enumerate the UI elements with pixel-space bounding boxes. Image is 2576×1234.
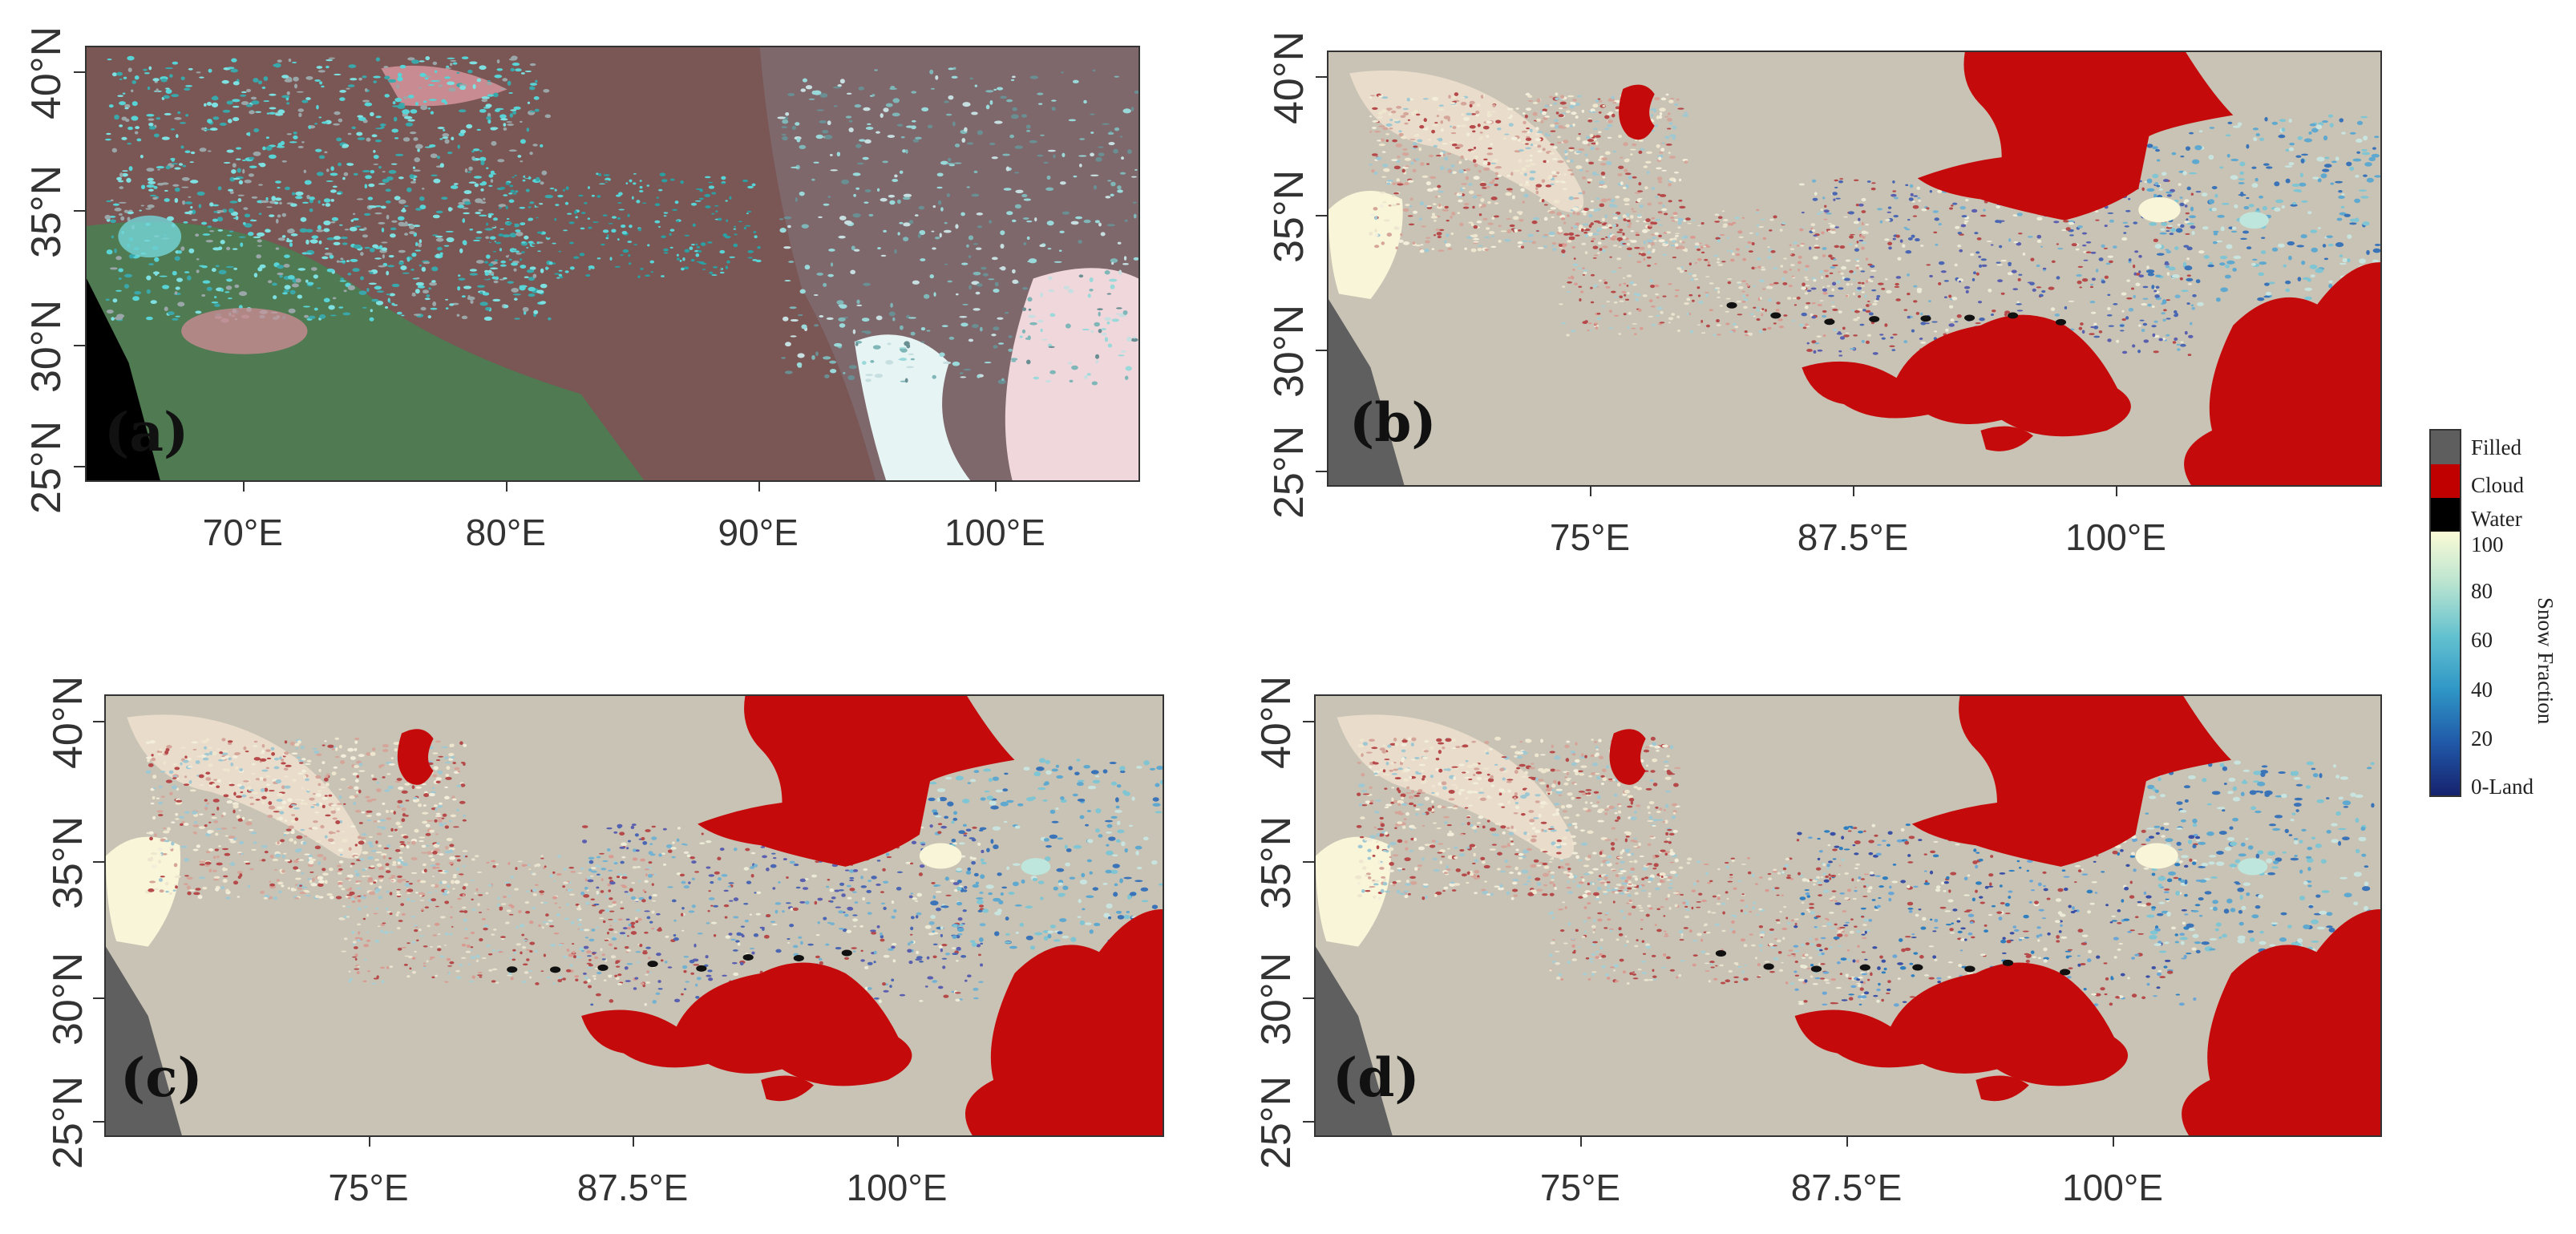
map-d-snow-fraction xyxy=(1314,694,2382,1137)
x-tick-label: 75°E xyxy=(1539,1167,1621,1208)
x-tick-mark xyxy=(242,480,245,492)
y-tick-label: 30°N xyxy=(1266,304,1312,398)
y-tick-label: 25°N xyxy=(23,420,70,514)
y-tick-label: 30°N xyxy=(45,952,91,1046)
map-c-snow-fraction xyxy=(104,694,1164,1137)
x-tick-label: 80°E xyxy=(465,512,546,553)
x-tick-mark xyxy=(1590,485,1591,496)
panel-label: (a) xyxy=(104,401,189,463)
x-tick-mark xyxy=(2116,485,2117,496)
map-a-rgb-composite xyxy=(85,46,1140,482)
y-tick-label: 40°N xyxy=(1266,31,1312,125)
map-b-snow-fraction xyxy=(1327,51,2382,487)
x-tick-label: 87.5°E xyxy=(576,1167,689,1208)
y-tick-mark xyxy=(74,344,85,346)
x-tick-label: 87.5°E xyxy=(1790,1167,1903,1208)
y-tick-label: 40°N xyxy=(1253,675,1300,769)
x-tick-label: 90°E xyxy=(718,512,799,553)
y-tick-label: 25°N xyxy=(1253,1075,1300,1169)
y-tick-label: 30°N xyxy=(23,299,70,393)
y-tick-mark xyxy=(1303,720,1314,722)
legend-swatch-filled xyxy=(2431,431,2460,464)
legend-label-80: 80 xyxy=(2471,579,2493,603)
y-tick-label: 35°N xyxy=(45,816,91,910)
legend-label-filled: Filled xyxy=(2471,435,2522,459)
y-tick-label: 25°N xyxy=(45,1075,91,1169)
y-tick-label: 40°N xyxy=(23,26,70,120)
y-tick-label: 35°N xyxy=(1253,816,1300,910)
x-tick-mark xyxy=(1846,1135,1848,1147)
y-tick-label: 25°N xyxy=(1266,425,1312,519)
y-tick-label: 40°N xyxy=(45,675,91,769)
y-tick-label: 35°N xyxy=(23,165,70,259)
x-tick-mark xyxy=(633,1135,634,1147)
legend-gradient xyxy=(2431,532,2460,795)
x-tick-mark xyxy=(1580,1135,1582,1147)
x-tick-label: 75°E xyxy=(1549,516,1631,558)
x-tick-mark xyxy=(896,1135,899,1147)
x-tick-label: 100°E xyxy=(2062,1167,2163,1208)
legend-label-water: Water xyxy=(2471,507,2522,531)
y-tick-mark xyxy=(1303,861,1314,864)
legend-label-0-land: 0-Land xyxy=(2471,775,2534,799)
y-tick-mark xyxy=(93,720,104,722)
x-tick-label: 100°E xyxy=(2065,516,2166,558)
x-tick-mark xyxy=(368,1135,370,1147)
x-tick-label: 87.5°E xyxy=(1797,516,1909,558)
y-tick-mark xyxy=(93,1120,104,1123)
y-tick-mark xyxy=(1316,470,1327,472)
x-tick-label: 75°E xyxy=(328,1167,409,1208)
legend-colorbar xyxy=(2429,429,2461,797)
x-tick-mark xyxy=(758,480,760,492)
y-tick-mark xyxy=(1316,349,1327,351)
legend-label-60: 60 xyxy=(2471,628,2493,652)
y-tick-mark xyxy=(93,997,104,1000)
x-tick-label: 70°E xyxy=(202,512,283,553)
x-tick-mark xyxy=(994,480,997,492)
y-tick-mark xyxy=(1316,215,1327,217)
x-tick-mark xyxy=(1853,485,1854,496)
x-tick-mark xyxy=(505,480,508,492)
legend-label-20: 20 xyxy=(2471,726,2493,751)
x-tick-label: 100°E xyxy=(846,1167,948,1208)
legend-label-40: 40 xyxy=(2471,678,2493,702)
y-tick-label: 35°N xyxy=(1266,170,1312,264)
x-tick-mark xyxy=(2113,1135,2114,1147)
y-tick-mark xyxy=(93,861,104,864)
x-tick-label: 100°E xyxy=(944,512,1045,553)
legend-label-100: 100 xyxy=(2471,532,2504,556)
y-tick-mark xyxy=(1303,1120,1314,1123)
legend-title: Snow Fraction xyxy=(2534,597,2558,725)
panel-label: (d) xyxy=(1332,1046,1420,1109)
panel-label: (c) xyxy=(120,1046,203,1109)
y-tick-mark xyxy=(74,465,85,467)
panel-label: (b) xyxy=(1349,391,1437,454)
legend-label-cloud: Cloud xyxy=(2471,473,2525,497)
y-tick-mark xyxy=(74,210,85,212)
y-tick-mark xyxy=(74,71,85,74)
y-tick-mark xyxy=(1316,76,1327,79)
legend-swatch-water xyxy=(2431,498,2460,532)
legend-swatch-cloud xyxy=(2431,464,2460,498)
y-tick-label: 30°N xyxy=(1253,952,1300,1046)
y-tick-mark xyxy=(1303,997,1314,1000)
